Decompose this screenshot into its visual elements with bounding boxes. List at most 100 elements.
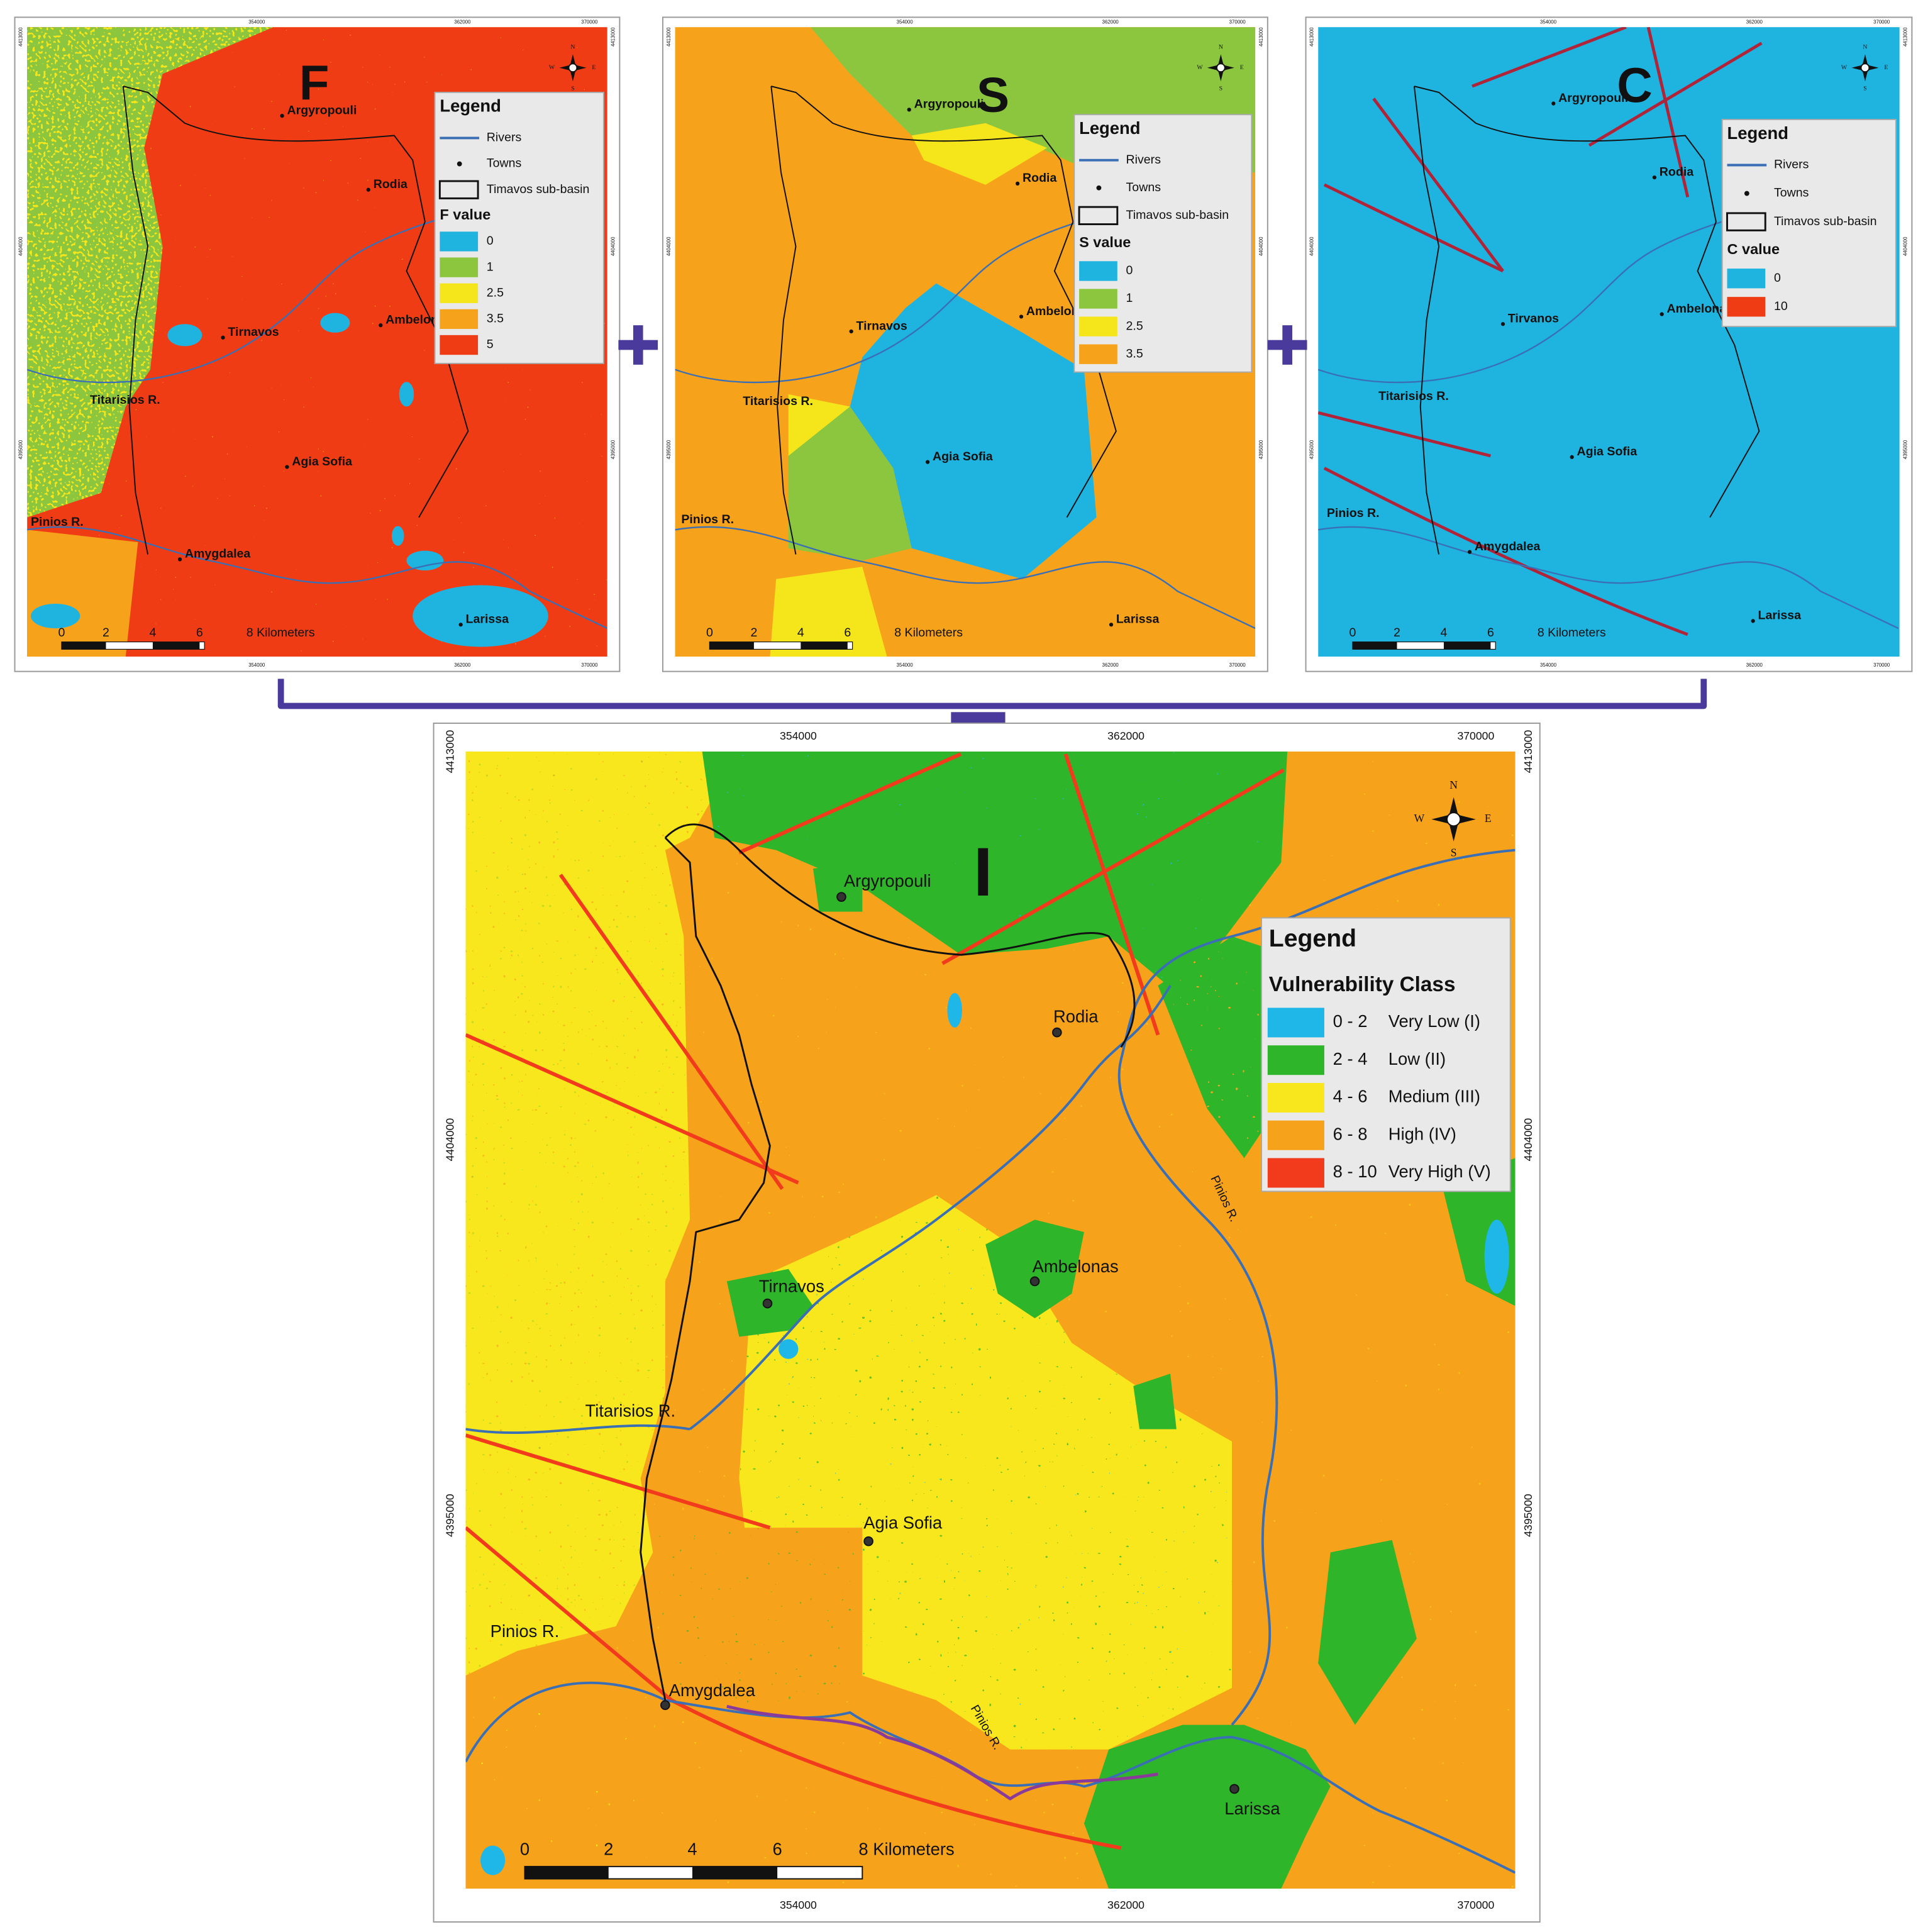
region — [1133, 1374, 1177, 1430]
town — [1751, 619, 1755, 623]
scale-label: 2 — [1394, 626, 1400, 640]
x-tick-label: 370000 — [581, 662, 598, 668]
compass-center — [1216, 63, 1226, 73]
panel-letter: F — [299, 55, 330, 110]
scale-label: 0 — [706, 626, 713, 640]
scale-label: 4 — [687, 1840, 697, 1859]
region — [985, 1219, 1084, 1319]
town-label: Larissa — [1224, 1799, 1280, 1818]
legend-item: Timavos sub-basin — [1774, 214, 1877, 228]
town — [1051, 1027, 1062, 1038]
compass-letter: E — [1884, 64, 1888, 71]
x-tick-label: 362000 — [1102, 19, 1119, 25]
compass-center — [568, 63, 578, 73]
town-label: Argyropouli — [914, 97, 984, 111]
town — [177, 557, 182, 562]
plus-sign — [1282, 325, 1292, 365]
bracket — [277, 679, 1707, 709]
legend-label: 3.5 — [1126, 347, 1143, 360]
legend-item: Rivers — [487, 131, 522, 145]
water — [167, 324, 202, 347]
region — [812, 862, 863, 912]
legend-subtitle: C value — [1727, 241, 1780, 257]
legend-swatch — [1079, 289, 1117, 309]
scale-label: 8 Kilometers — [1538, 626, 1606, 640]
water — [413, 585, 548, 647]
y-tick-label: 4395000 — [1309, 440, 1314, 459]
town-label: Argyropouli — [1558, 91, 1628, 105]
river — [689, 985, 1172, 1431]
legend-range: 2 - 4 — [1333, 1049, 1368, 1069]
scale-bar — [61, 641, 106, 650]
x-tick-label: 370000 — [1229, 19, 1246, 25]
x-tick-label: 362000 — [1107, 730, 1144, 742]
river-label: Pinios R. — [490, 1621, 560, 1641]
town-label: Larissa — [1758, 609, 1802, 623]
town-label: Amygdalea — [669, 1680, 756, 1700]
y-tick-label: 4413000 — [666, 27, 672, 47]
legend-swatch — [1267, 1045, 1324, 1075]
compass-letter: E — [1485, 812, 1492, 824]
legend-range: 0 - 2 — [1333, 1011, 1368, 1031]
scale-bar — [1443, 641, 1491, 650]
x-tick-label: 370000 — [1457, 730, 1494, 742]
river-label: Titarisios R. — [1378, 389, 1449, 403]
town-label: Amygdalea — [1475, 540, 1541, 553]
river — [27, 526, 607, 630]
scale-label: 0 — [58, 626, 65, 640]
y-tick-label: 4395000 — [1903, 440, 1909, 459]
legend-label: 0 — [1126, 264, 1133, 277]
legend-title: Legend — [1727, 123, 1788, 143]
x-tick-label: 370000 — [1873, 19, 1890, 25]
town — [907, 108, 911, 112]
legend-item: Towns — [487, 157, 522, 170]
town — [1015, 181, 1020, 186]
scale-bar — [152, 641, 200, 650]
panel-letter: S — [977, 67, 1009, 122]
town — [1551, 101, 1556, 106]
legend-label: 0 — [1774, 271, 1781, 285]
compass-letter: W — [549, 64, 555, 71]
y-tick-label: 4404000 — [1903, 236, 1909, 256]
legend-swatch — [1727, 269, 1766, 289]
scale-bar — [524, 1866, 609, 1879]
legend-label: 1 — [1126, 291, 1133, 305]
y-tick-label: 4395000 — [1258, 440, 1264, 459]
legend-box — [1721, 119, 1897, 328]
town-label: Ambelonas — [1033, 1257, 1119, 1276]
town — [849, 329, 853, 334]
region — [850, 283, 1097, 579]
fault-line — [1646, 27, 1690, 197]
panel-letter: C — [1617, 57, 1653, 113]
town — [1467, 550, 1472, 554]
legend-swatch — [1079, 344, 1117, 364]
legend-town — [457, 161, 462, 167]
y-tick-label: 4395000 — [18, 440, 23, 459]
town-label: Amygdalea — [185, 547, 252, 561]
scale-label: 2 — [604, 1840, 613, 1859]
scale-bar — [692, 1866, 778, 1879]
x-tick-label: 354000 — [897, 662, 914, 668]
panel-letter: I — [973, 834, 992, 911]
region — [1318, 1540, 1417, 1725]
town-label: Tirnavos — [228, 325, 279, 339]
fault-line — [1318, 411, 1491, 458]
river-label: Pinios R. — [31, 515, 84, 529]
compass-letter: W — [1841, 64, 1848, 71]
x-tick-label: 370000 — [581, 19, 598, 25]
compass-letter: S — [1451, 846, 1457, 858]
town — [221, 335, 225, 340]
x-tick-label: 362000 — [1746, 19, 1763, 25]
town — [836, 892, 846, 902]
river-label: Titarisios R. — [743, 394, 813, 408]
legend-label: High (IV) — [1388, 1124, 1456, 1143]
legend-label: 5 — [487, 338, 494, 352]
scale-label: 8 Kilometers — [247, 626, 315, 640]
town — [1660, 312, 1664, 316]
region — [465, 751, 740, 1676]
town-label: Rodia — [1660, 165, 1694, 179]
town-label: Agia Sofia — [863, 1513, 943, 1533]
y-tick-label: 4404000 — [666, 236, 672, 256]
y-tick-label: 4404000 — [1258, 236, 1264, 256]
